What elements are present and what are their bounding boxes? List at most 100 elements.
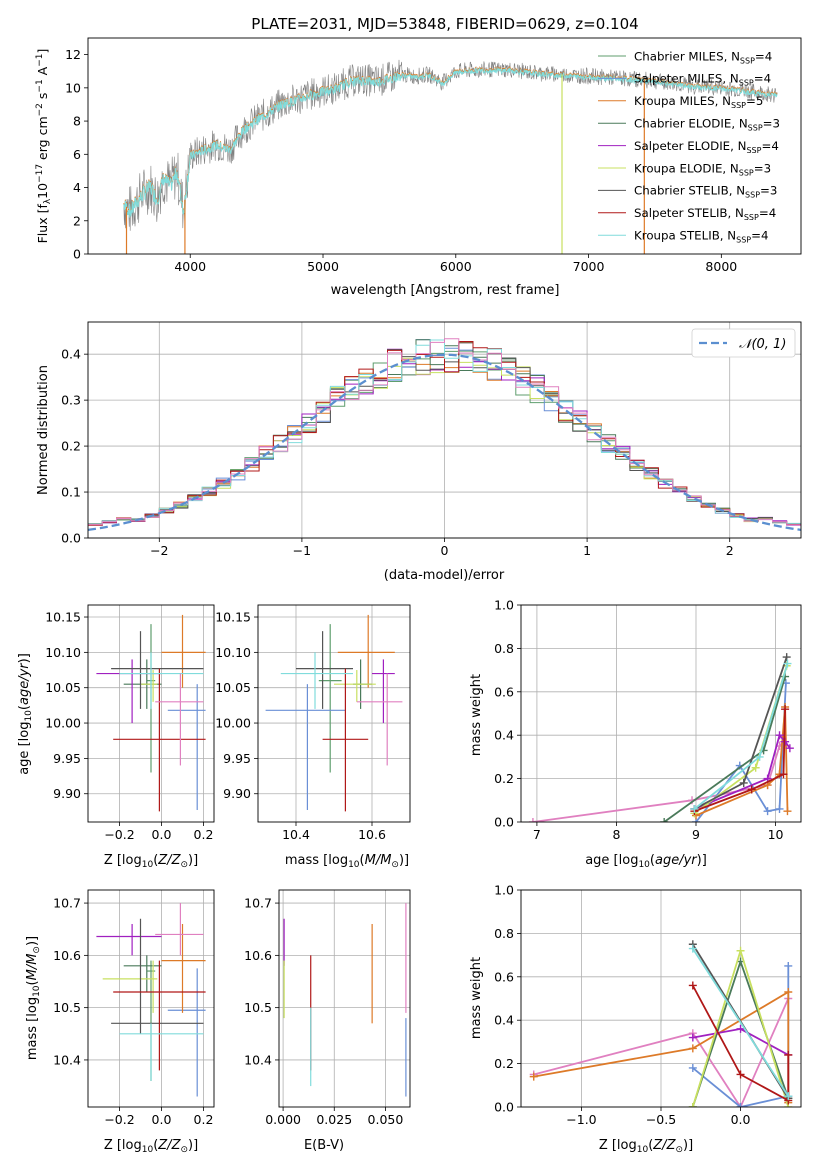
x-tick-label: 0.0: [152, 1112, 172, 1127]
weight-vs-z-ylabel: mass weight: [469, 957, 484, 1039]
y-tick-label: 0.1: [61, 485, 81, 500]
spectrum-ylabel: Flux [fλ10−17 erg cm−2 s−1 A−1]: [35, 49, 53, 244]
x-tick-label: 0.2: [194, 827, 214, 842]
y-tick-label: 10.7: [244, 896, 272, 911]
spectrum-plot: 4000 5000 6000 7000 8000 0 2 4 6 8 10 12 Chabrier MI…: [65, 37, 802, 274]
axes-frame: [520, 889, 802, 1108]
age-vs-z-plot: −0.2 0.0 0.2 9.90 9.95 10.00 10.05 10.10 10.15: [45, 604, 215, 842]
legend-label: Kroupa STELIB, NSSP=4: [634, 229, 768, 245]
x-tick-label: 1: [583, 543, 591, 558]
weight-marker: [763, 807, 772, 816]
legend-label: Kroupa MILES, NSSP=5: [634, 94, 763, 110]
x-tick-label: 0.0: [152, 827, 172, 842]
legend-label: Chabrier MILES, NSSP=4: [634, 49, 772, 65]
figure-title: PLATE=2031, MJD=53848, FIBERID=0629, z=0…: [251, 15, 638, 33]
x-tick-label: −0.5: [646, 1112, 676, 1127]
weight-line: [692, 948, 790, 1097]
x-tick-label: −2: [150, 543, 168, 558]
weight-marker: [688, 1044, 697, 1053]
y-tick-label: 10.7: [53, 896, 81, 911]
x-tick-label: 9: [692, 827, 700, 842]
legend-label: Salpeter MILES, NSSP=4: [634, 72, 771, 88]
y-tick-label: 0.4: [61, 347, 81, 362]
x-tick-label: 5000: [307, 259, 339, 274]
y-tick-label: 1.0: [494, 598, 514, 613]
y-tick-label: 10.5: [244, 1000, 272, 1015]
axes-frame: [87, 321, 802, 539]
weight-marker: [783, 807, 792, 816]
y-tick-label: 0.3: [61, 393, 81, 408]
x-tick-label: 2: [726, 543, 734, 558]
x-tick-label: 0.025: [316, 1112, 352, 1127]
histogram-legend-label: 𝒩(0, 1): [739, 337, 786, 352]
weight-marker: [775, 804, 784, 813]
x-tick-label: −0.2: [104, 827, 134, 842]
axes-frame: [87, 889, 215, 1108]
weight-marker: [690, 804, 699, 813]
y-tick-label: 10.5: [53, 1000, 81, 1015]
weight-marker: [785, 744, 794, 753]
x-tick-label: 8000: [705, 259, 737, 274]
histogram-step-kroupa-stelib: [88, 339, 801, 528]
x-tick-label: 0: [441, 543, 449, 558]
x-tick-label: 7: [533, 827, 541, 842]
x-tick-label: −1: [293, 543, 311, 558]
age-vs-z-ylabel: age [log10(age/yr)]: [17, 653, 34, 775]
legend-label: Kroupa ELODIE, NSSP=3: [634, 161, 771, 177]
y-tick-label: 10.05: [215, 680, 251, 695]
legend-label: Salpeter STELIB, NSSP=4: [634, 206, 776, 222]
weight-vs-age-ylabel: mass weight: [469, 674, 484, 756]
weight-marker: [784, 987, 793, 996]
y-tick-label: 0.0: [61, 531, 81, 546]
weight-line: [692, 985, 790, 1103]
y-tick-label: 10.15: [215, 610, 251, 625]
weight-line: [694, 709, 786, 812]
x-tick-label: 10.4: [282, 827, 310, 842]
weight-marker: [736, 1070, 745, 1079]
weight-marker: [784, 1092, 793, 1101]
mass-vs-ebv-xlabel: E(B-V): [304, 1138, 344, 1153]
x-tick-label: 10: [768, 827, 784, 842]
weight-marker: [739, 778, 748, 787]
y-tick-label: 0.2: [61, 439, 81, 454]
x-tick-label: 0.050: [368, 1112, 404, 1127]
weight-line: [532, 741, 785, 822]
y-tick-label: 10.10: [215, 645, 251, 660]
weight-line: [695, 706, 789, 817]
y-tick-label: 10.6: [53, 948, 81, 963]
weight-marker: [784, 1050, 793, 1059]
weight-line: [693, 663, 789, 810]
y-tick-label: 1.0: [494, 883, 514, 898]
weight-marker: [736, 1103, 745, 1107]
weight-marker: [688, 981, 697, 990]
spectrum-xlabel: wavelength [Angstrom, rest frame]: [331, 283, 560, 298]
y-tick-label: 12: [65, 47, 81, 62]
weight-marker: [751, 763, 760, 772]
mass-vs-ebv-plot: 0.000 0.025 0.050 10.4 10.5 10.6 10.7: [244, 889, 411, 1127]
weight-marker: [688, 1063, 697, 1072]
weight-marker: [529, 1072, 538, 1081]
y-tick-label: 0.0: [494, 815, 514, 830]
weight-marker: [688, 1103, 697, 1107]
weight-line: [693, 656, 788, 810]
weight-marker: [736, 1024, 745, 1033]
weight-marker: [782, 653, 791, 662]
y-tick-label: 10.10: [45, 645, 81, 660]
x-tick-label: 4000: [174, 259, 206, 274]
residual-histogram: −2 −1 0 1 2 0.0 0.1 0.2 0.3 0.4 𝒩(0, 1): [61, 321, 802, 558]
y-tick-label: 0.2: [494, 771, 514, 786]
legend-label: Chabrier ELODIE, NSSP=3: [634, 117, 780, 133]
weight-marker: [688, 1033, 697, 1042]
weight-marker: [779, 770, 788, 779]
weight-marker: [528, 818, 537, 822]
weight-marker: [775, 731, 784, 740]
spectrum-legend: Chabrier MILES, NSSP=4 Salpeter MILES, NS…: [598, 49, 780, 245]
x-tick-label: 0.000: [265, 1112, 301, 1127]
x-tick-label: 6000: [440, 259, 472, 274]
model-spectrum-kroupa-stelib: [123, 66, 778, 218]
weight-marker: [747, 785, 756, 794]
axes-frame: [87, 604, 215, 823]
age-vs-mass-plot: 10.4 10.6 9.90 9.95 10.00 10.05 10.10 10.15: [215, 604, 411, 842]
y-tick-label: 9.90: [53, 786, 81, 801]
